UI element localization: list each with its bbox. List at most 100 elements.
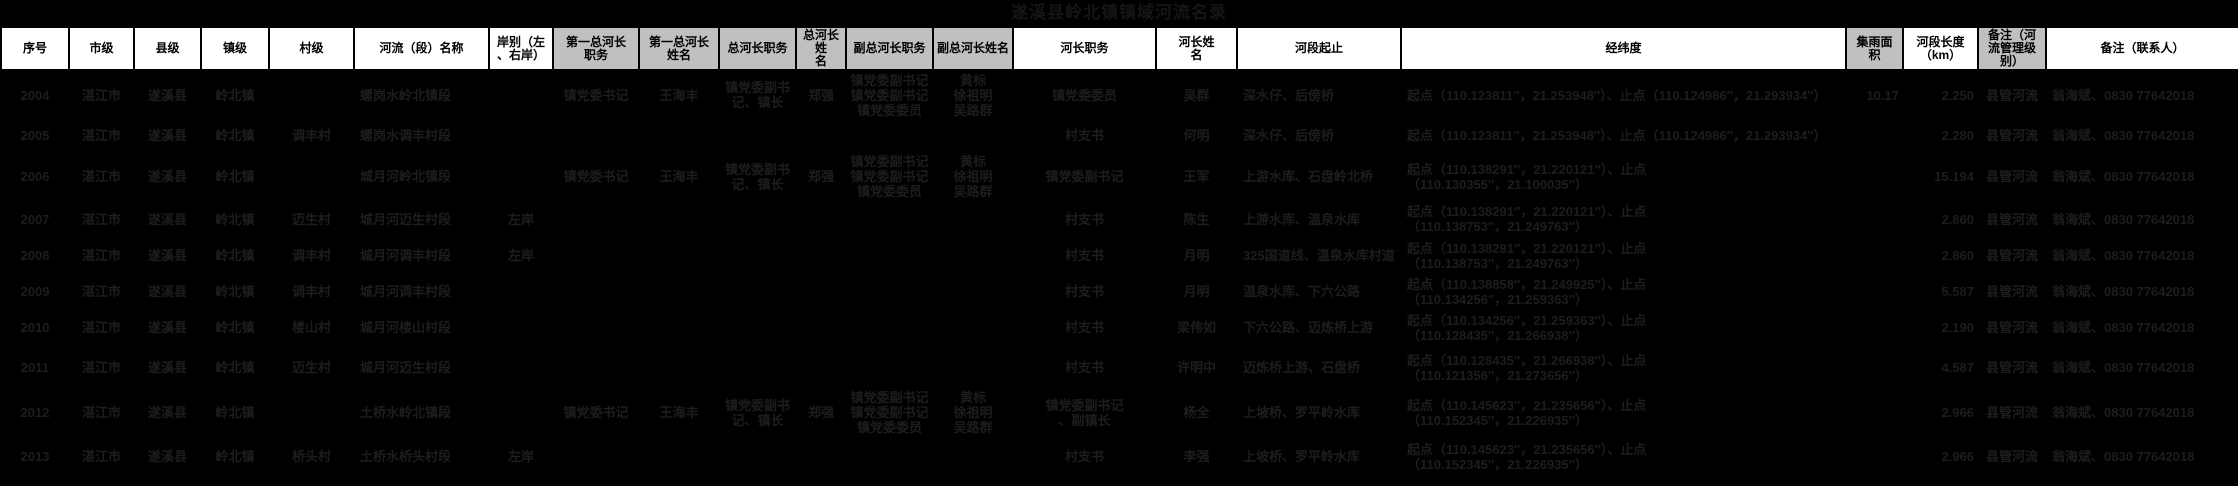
table-cell: 上游水库、石盘岭北桥 <box>1237 152 1401 201</box>
table-cell: 城月河楼山村段 <box>354 309 489 346</box>
table-cell <box>489 309 553 346</box>
table-cell: 王海丰 <box>639 389 719 436</box>
table-cell: 起点（110.145623″，21.235656″）、止点 （110.15234… <box>1401 435 1846 478</box>
table-row: 2004 湛江市 遂溪县 岭北镇 螺岗水岭北镇段 镇党委书记 王海丰 镇党委副书记、镇长 郑强镇… <box>1 70 2238 119</box>
table-cell: 土桥水桥头村段 <box>354 435 489 478</box>
table-cell: 村支书 <box>1013 435 1156 478</box>
table-cell <box>933 273 1013 310</box>
table-cell <box>269 70 354 119</box>
table-cell <box>796 273 846 310</box>
table-cell: 湛江市 <box>69 435 134 478</box>
table-cell <box>639 118 719 153</box>
table-cell: 2004 <box>1 70 69 119</box>
header-cell-6: 岸别（左 、右岸） <box>488 26 554 72</box>
table-cell: 翁海斌、0830 77642018 <box>2046 273 2238 310</box>
table-cell: 岭北镇 <box>201 435 269 478</box>
table-cell: 郑强 <box>796 70 846 119</box>
table-cell <box>553 309 639 346</box>
table-cell: 村支书 <box>1013 273 1156 310</box>
table-cell <box>846 435 933 478</box>
table-cell: 15.194 <box>1903 152 1978 201</box>
table-cell: 陈生 <box>1156 200 1237 238</box>
table-cell: 镇党委副书记 镇党委副书记 镇党委委员 <box>846 70 933 119</box>
table-cell <box>796 237 846 274</box>
table-cell: 翁海斌、0830 77642018 <box>2046 309 2238 346</box>
river-directory-table: 序号 市级 县级 镇级 村级 河流（段）名称 岸别（左 、右岸） 第一总河长 职务 第一总河长 … <box>0 26 2238 478</box>
table-cell: 村支书 <box>1013 345 1156 390</box>
table-cell <box>933 435 1013 478</box>
table-cell <box>639 345 719 390</box>
table-cell: 镇党委副书记、镇长 <box>719 389 796 436</box>
table-cell <box>933 118 1013 153</box>
table-cell: 翁海斌、0830 77642018 <box>2046 200 2238 238</box>
table-cell: 遂溪县 <box>134 345 201 390</box>
table-cell <box>553 200 639 238</box>
table-cell <box>933 345 1013 390</box>
table-cell: 村支书 <box>1013 237 1156 274</box>
header-cell-3: 镇级 <box>200 26 270 72</box>
table-cell: 遂溪县 <box>134 309 201 346</box>
header-cell-19: 备注（河 流管理级 别） <box>1977 26 2047 72</box>
table-cell <box>796 200 846 238</box>
table-cell <box>796 435 846 478</box>
table-cell: 翁海斌、0830 77642018 <box>2046 118 2238 153</box>
table-cell: 10.17 <box>1846 70 1903 119</box>
table-cell: 湛江市 <box>69 70 134 119</box>
table-cell: 2.860 <box>1903 237 1978 274</box>
table-cell: 月明 <box>1156 237 1237 274</box>
table-cell: 翁海斌、0830 77642018 <box>2046 152 2238 201</box>
table-cell: 岭北镇 <box>201 152 269 201</box>
table-cell: 镇党委书记 <box>553 70 639 119</box>
table-cell: 上坡桥、罗平岭水库 <box>1237 389 1401 436</box>
table-cell: 翁海斌、0830 77642018 <box>2046 345 2238 390</box>
table-cell <box>846 309 933 346</box>
table-cell <box>719 273 796 310</box>
table-cell: 县管河流 <box>1978 389 2046 436</box>
table-cell: 迈炼桥上游、石盘桥 <box>1237 345 1401 390</box>
header-cell-10: 总河长姓 名 <box>795 26 847 72</box>
table-cell <box>1846 389 1903 436</box>
table-cell: 2006 <box>1 152 69 201</box>
table-cell: 梁伟如 <box>1156 309 1237 346</box>
table-cell: 2.966 <box>1903 435 1978 478</box>
table-cell: 湛江市 <box>69 200 134 238</box>
table-cell: 湛江市 <box>69 152 134 201</box>
table-cell: 杨全 <box>1156 389 1237 436</box>
table-cell: 镇党委副书记 <box>1013 152 1156 201</box>
page-title: 遂溪县岭北镇镇域河流名录 <box>1011 3 1227 22</box>
table-cell: 城月河调丰村段 <box>354 273 489 310</box>
table-cell: 2008 <box>1 237 69 274</box>
table-cell: 调丰村 <box>269 237 354 274</box>
table-cell: 郑强 <box>796 389 846 436</box>
header-row: 序号 市级 县级 镇级 村级 河流（段）名称 岸别（左 、右岸） 第一总河长 职务 第一总河长 … <box>0 26 2238 72</box>
table-cell: 调丰村 <box>269 273 354 310</box>
table-cell <box>1846 237 1903 274</box>
table-cell: 县管河流 <box>1978 435 2046 478</box>
table-cell <box>1846 200 1903 238</box>
table-cell: 土桥水岭北镇段 <box>354 389 489 436</box>
header-cell-4: 村级 <box>268 26 355 72</box>
table-row: 2013 湛江市 遂溪县 岭北镇 桥头村 土桥水桥头村段 左岸 村支书 李强 上坡桥、罗平岭水库起… <box>1 435 2238 478</box>
table-cell <box>489 70 553 119</box>
table-cell: 镇党委副书记、镇长 <box>719 70 796 119</box>
header-cell-5: 河流（段）名称 <box>353 26 490 72</box>
header-cell-0: 序号 <box>0 26 70 72</box>
table-cell <box>796 118 846 153</box>
table-cell: 县管河流 <box>1978 70 2046 119</box>
table-cell <box>719 237 796 274</box>
table-cell: 县管河流 <box>1978 200 2046 238</box>
table-cell: 遂溪县 <box>134 70 201 119</box>
header-cell-8: 第一总河长 姓名 <box>638 26 720 72</box>
table-cell: 起点（110.123811″，21.253948″）、止点（110.124986… <box>1401 70 1846 119</box>
table-cell: 村支书 <box>1013 309 1156 346</box>
table-cell: 岭北镇 <box>201 237 269 274</box>
table-cell <box>933 309 1013 346</box>
table-cell <box>639 200 719 238</box>
table-cell: 楼山村 <box>269 309 354 346</box>
table-cell: 王海丰 <box>639 152 719 201</box>
table-cell: 起点（110.138291″，21.220121″）、止点 （110.13875… <box>1401 200 1846 238</box>
table-cell: 黄标 徐祖明 吴路群 <box>933 389 1013 436</box>
table-cell <box>1846 118 1903 153</box>
table-cell: 李强 <box>1156 435 1237 478</box>
table-cell <box>553 273 639 310</box>
